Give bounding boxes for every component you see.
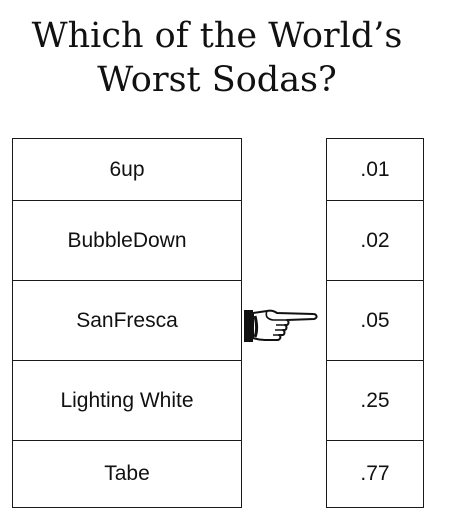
page-title: Which of the World’s Worst Sodas? xyxy=(0,14,434,102)
soda-value-cell: .01 xyxy=(327,139,423,201)
soda-value-list: .01 .02 .05 .25 .77 xyxy=(326,138,424,508)
title-line-2: Worst Sodas? xyxy=(97,60,337,100)
soda-name-cell: SanFresca xyxy=(13,281,241,361)
soda-name-cell: 6up xyxy=(13,139,241,201)
soda-value-cell: .02 xyxy=(327,201,423,281)
soda-value-cell: .05 xyxy=(327,281,423,361)
soda-value-cell: .77 xyxy=(360,462,390,485)
soda-name-cell: BubbleDown xyxy=(13,201,241,281)
soda-value-cell: .25 xyxy=(327,361,423,441)
soda-name-cell: Lighting White xyxy=(13,361,241,441)
soda-name-cell: Tabe xyxy=(104,462,150,485)
pointing-hand-icon xyxy=(244,309,318,342)
title-line-1: Which of the World’s xyxy=(31,16,403,56)
soda-name-list: 6up BubbleDown SanFresca Lighting White … xyxy=(12,138,242,508)
